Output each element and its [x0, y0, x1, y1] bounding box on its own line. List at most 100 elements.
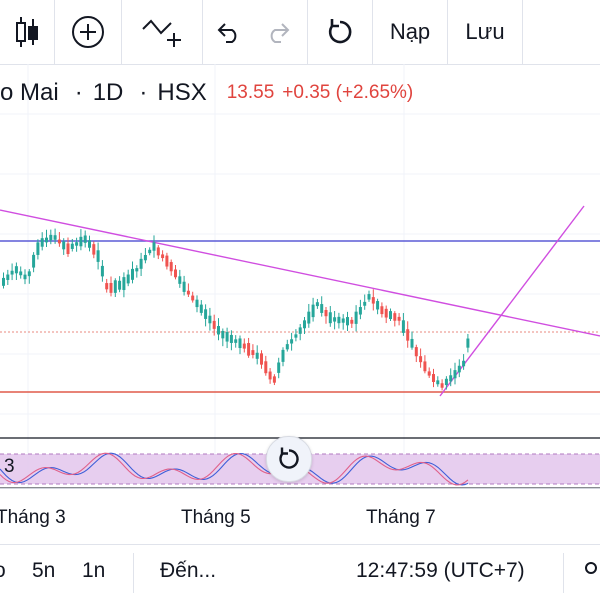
- candle: [277, 362, 281, 373]
- percent-icon[interactable]: [582, 559, 600, 589]
- candlestick-icon[interactable]: [0, 0, 54, 64]
- bottom-bar: o 5n 1n Đến... 12:47:59 (UTC+7): [0, 544, 600, 601]
- candle: [397, 316, 401, 321]
- candle: [298, 327, 302, 334]
- candle: [358, 307, 362, 315]
- legend-dot: ·: [139, 79, 148, 106]
- candle: [208, 315, 212, 324]
- candle: [23, 274, 27, 280]
- symbol-name[interactable]: o Mai: [0, 79, 59, 106]
- candle: [152, 242, 156, 251]
- trend-line: [0, 209, 600, 337]
- interval-label[interactable]: 1D: [92, 79, 124, 106]
- candle: [161, 254, 165, 259]
- time-axis-label: Tháng 3: [0, 507, 66, 528]
- candle: [135, 268, 139, 272]
- chart-grid: [0, 64, 600, 488]
- candle: [380, 306, 384, 315]
- candle: [410, 338, 414, 348]
- candle: [40, 238, 44, 247]
- candle: [148, 249, 152, 254]
- candle: [324, 310, 328, 317]
- candle: [457, 365, 461, 373]
- range-button[interactable]: 1n: [82, 559, 106, 582]
- candle: [62, 241, 66, 250]
- candle: [423, 361, 427, 372]
- candle: [156, 247, 160, 256]
- time-axis-label: Tháng 5: [181, 507, 251, 528]
- reset-chart-button[interactable]: [266, 436, 312, 482]
- candle: [285, 344, 289, 350]
- candle: [165, 255, 169, 267]
- candle: [19, 271, 23, 276]
- time-axis-label: Tháng 7: [366, 507, 436, 528]
- candle: [371, 297, 375, 304]
- reload-icon[interactable]: [308, 0, 372, 64]
- candle: [36, 242, 40, 255]
- candle: [229, 334, 233, 343]
- candle: [53, 235, 57, 240]
- save-button[interactable]: Lưu: [448, 0, 522, 64]
- load-button[interactable]: Nạp: [373, 0, 447, 64]
- candle: [182, 281, 186, 292]
- candles: [2, 228, 470, 391]
- price-chart[interactable]: [0, 64, 600, 488]
- candle: [105, 283, 109, 290]
- candle: [57, 239, 61, 244]
- candle: [255, 352, 259, 359]
- candle: [109, 282, 113, 293]
- range-button[interactable]: 5n: [32, 559, 56, 582]
- candle: [92, 244, 96, 255]
- candle: [419, 356, 423, 363]
- candle: [311, 304, 315, 318]
- candle: [169, 262, 173, 272]
- candle: [333, 317, 337, 322]
- top-toolbar: Nạp Lưu: [0, 0, 600, 65]
- plus-circle-icon[interactable]: [55, 0, 121, 64]
- range-button[interactable]: o: [0, 559, 6, 583]
- candle: [320, 304, 324, 313]
- indicator-label: 3: [4, 456, 15, 477]
- candle: [70, 243, 74, 249]
- candle: [264, 361, 268, 374]
- price-change: +0.35 (+2.65%): [282, 82, 414, 103]
- candle: [376, 301, 380, 310]
- candle: [212, 320, 216, 329]
- clock-readout[interactable]: 12:47:59 (UTC+7): [356, 559, 525, 582]
- candle: [45, 237, 48, 243]
- redo-icon[interactable]: [252, 0, 304, 64]
- candle: [449, 375, 453, 382]
- candle: [6, 274, 10, 280]
- candle: [204, 309, 208, 319]
- candle: [354, 311, 358, 324]
- candle: [260, 353, 263, 365]
- candle: [290, 339, 294, 344]
- candle: [225, 332, 229, 342]
- candle: [27, 271, 31, 277]
- candle: [432, 374, 435, 382]
- stochastic-k-line: [0, 452, 469, 486]
- candle: [186, 290, 190, 295]
- last-price: 13.55: [226, 82, 275, 103]
- candle: [350, 319, 354, 324]
- candle: [126, 274, 130, 284]
- candle: [268, 371, 272, 380]
- candle: [444, 378, 448, 386]
- candle: [337, 316, 341, 324]
- candle: [66, 243, 70, 255]
- time-axis[interactable]: Tháng 3 Tháng 5 Tháng 7: [0, 488, 600, 545]
- candle: [341, 318, 345, 323]
- indicator-add-icon[interactable]: [122, 0, 202, 64]
- undo-icon[interactable]: [203, 0, 255, 64]
- candle: [238, 338, 242, 349]
- candle: [122, 277, 126, 291]
- legend-dot: ·: [74, 79, 83, 106]
- candle: [367, 294, 371, 300]
- goto-date-button[interactable]: Đến...: [160, 559, 217, 582]
- candle: [281, 349, 285, 362]
- candle: [406, 329, 410, 341]
- candle: [178, 276, 182, 284]
- candle: [427, 371, 431, 376]
- candle: [401, 320, 405, 333]
- candle: [272, 376, 276, 383]
